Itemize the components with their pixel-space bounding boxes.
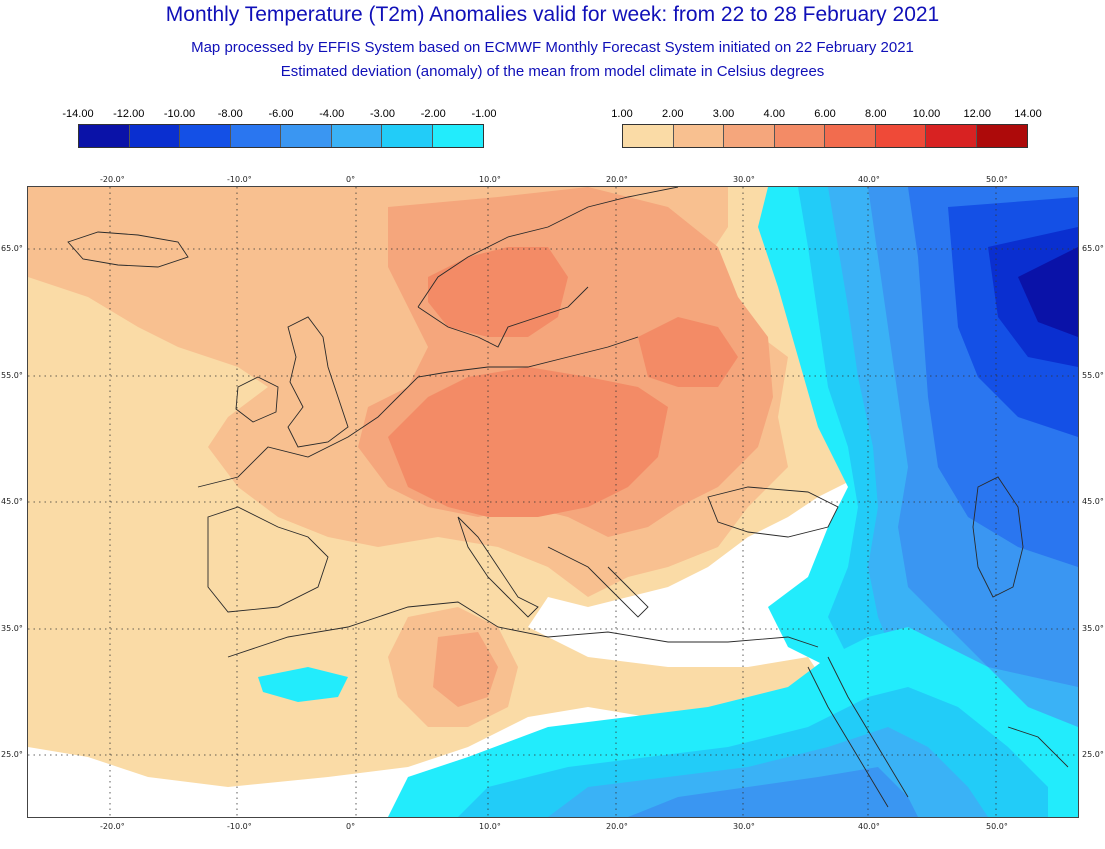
legend-cold-swatch — [129, 125, 180, 147]
warm-anomaly-legend: 1.00 2.00 3.00 4.00 6.00 8.00 10.00 12.00 14.00 — [611, 108, 1042, 148]
cold-band-8 — [1018, 247, 1078, 337]
latitude-tick-label: 55.0° — [1, 371, 23, 380]
legend-warm-label: 10.00 — [912, 108, 941, 120]
longitude-tick-label: 10.0° — [479, 822, 501, 831]
longitude-tick-label: 50.0° — [986, 175, 1008, 184]
legend-warm-swatch — [623, 125, 674, 147]
legend-warm-label: 4.00 — [763, 108, 785, 120]
longitude-tick-label: 40.0° — [858, 175, 880, 184]
longitude-tick-label: -20.0° — [100, 822, 125, 831]
warm-core-central-europe — [388, 367, 668, 517]
cold-legend-labels: -14.00 -12.00 -10.00 -8.00 -6.00 -4.00 -3.00 -2… — [62, 108, 496, 122]
latitude-tick-label: 45.0° — [1082, 497, 1104, 506]
legend-cold-swatch — [281, 125, 332, 147]
longitude-tick-label: 10.0° — [479, 175, 501, 184]
graticule — [28, 187, 1078, 817]
latitude-tick-label: 65.0° — [1, 244, 23, 253]
longitude-tick-label: -10.0° — [227, 175, 252, 184]
map-subtitle-processing: Map processed by EFFIS System based on E… — [191, 39, 914, 56]
cold-anomaly-legend: -14.00 -12.00 -10.00 -8.00 -6.00 -4.00 -3.00 -2… — [62, 108, 497, 148]
latitude-tick-label: 65.0° — [1082, 244, 1104, 253]
legend-warm-label: 12.00 — [963, 108, 992, 120]
longitude-tick-label: 50.0° — [986, 822, 1008, 831]
legend-warm-label: 3.00 — [712, 108, 735, 120]
legend-cold-swatch — [180, 125, 231, 147]
legend-warm-label: 14.00 — [1014, 108, 1042, 120]
map-subtitle-description: Estimated deviation (anomaly) of the mea… — [280, 63, 825, 80]
legend-cold-label: -8.00 — [217, 108, 243, 120]
latitude-tick-label: 25.0° — [1082, 750, 1104, 759]
legend-cold-swatch — [331, 125, 382, 147]
legend-warm-label: 2.00 — [662, 108, 684, 120]
legend-warm-swatch — [875, 125, 926, 147]
legend-warm-swatch — [774, 125, 825, 147]
longitude-tick-label: 20.0° — [606, 175, 628, 184]
cold-patch-atlas — [258, 667, 348, 702]
legend-warm-label: 8.00 — [865, 108, 887, 120]
legend-warm-swatch — [825, 125, 876, 147]
legend-cold-label: -14.00 — [62, 108, 94, 120]
warm-core-sahara — [433, 632, 498, 707]
longitude-tick-label: 20.0° — [606, 822, 628, 831]
longitude-tick-label: 0° — [346, 175, 356, 184]
legend-cold-label: -6.00 — [268, 108, 294, 120]
warm-legend-labels: 1.00 2.00 3.00 4.00 6.00 8.00 10.00 12.00 14.00 — [611, 108, 1041, 122]
latitude-tick-label: 35.0° — [1082, 624, 1104, 633]
legend-cold-label: -1.00 — [471, 108, 497, 120]
longitude-tick-label: -20.0° — [100, 175, 125, 184]
coastlines — [67, 187, 1069, 808]
legend-warm-swatch — [724, 125, 775, 147]
anomaly-map-canvas — [28, 187, 1078, 817]
legend-cold-swatch — [230, 125, 281, 147]
latitude-tick-label: 45.0° — [1, 497, 23, 506]
map-title: Monthly Temperature (T2m) Anomalies vali… — [165, 3, 940, 26]
latitude-tick-label: 25.0° — [1, 750, 23, 759]
legend-warm-label: 6.00 — [814, 108, 836, 120]
latitude-tick-label: 55.0° — [1082, 371, 1104, 380]
legend-warm-label: 1.00 — [611, 108, 633, 120]
longitude-tick-label: 0° — [346, 822, 356, 831]
legend-cold-label: -3.00 — [369, 108, 396, 120]
legend-cold-swatch — [79, 125, 130, 147]
cold-legend-colorbar — [78, 124, 484, 148]
warm-core-scandinavia — [428, 247, 568, 337]
legend-warm-swatch — [926, 125, 977, 147]
longitude-tick-label: 30.0° — [733, 822, 755, 831]
legend-cold-swatch — [382, 125, 433, 147]
legend-cold-label: -10.00 — [163, 108, 196, 120]
warm-legend-colorbar — [622, 124, 1028, 148]
legend-cold-label: -4.00 — [319, 108, 345, 120]
longitude-tick-label: 40.0° — [858, 822, 880, 831]
longitude-tick-label: -10.0° — [227, 822, 252, 831]
legend-cold-label: -12.00 — [113, 108, 145, 120]
legend-cold-swatch — [432, 125, 483, 147]
legend-warm-swatch — [673, 125, 724, 147]
legend-warm-swatch — [976, 125, 1027, 147]
latitude-tick-label: 35.0° — [1, 624, 23, 633]
warm-core-baltic — [638, 317, 738, 387]
anomaly-map — [27, 186, 1079, 818]
cold-south-band-4 — [628, 767, 918, 817]
legend-cold-label: -2.00 — [420, 108, 446, 120]
longitude-tick-label: 30.0° — [733, 175, 755, 184]
